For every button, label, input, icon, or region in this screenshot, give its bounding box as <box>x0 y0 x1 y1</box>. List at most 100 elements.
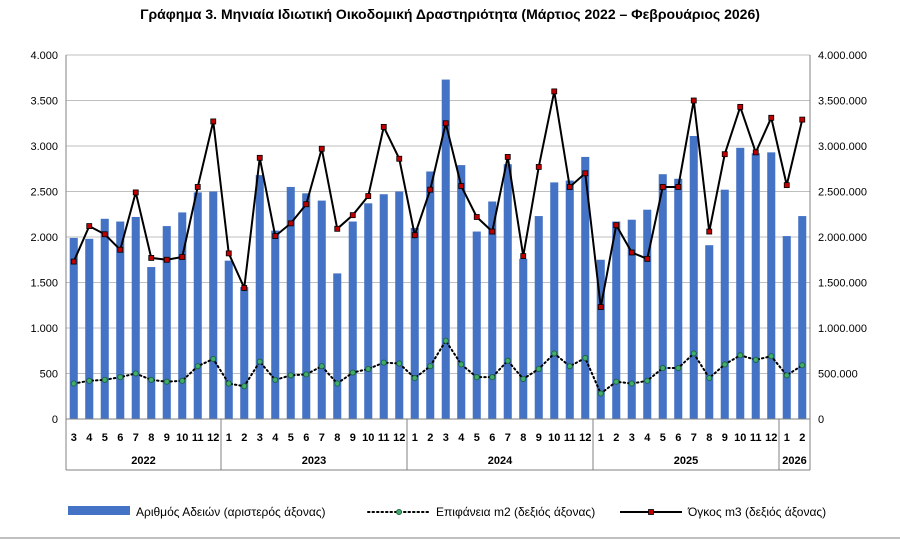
x-tick-label: 7 <box>505 432 511 444</box>
surface-point <box>613 378 620 385</box>
y-left-tick-label: 4.000 <box>30 50 58 62</box>
surface-point <box>163 378 170 385</box>
x-tick-label: 5 <box>102 432 108 444</box>
legend-label: Όγκος m3 (δεξιός άξονας) <box>687 505 826 519</box>
volume-point <box>473 214 480 220</box>
surface-point <box>70 380 77 387</box>
bar <box>395 191 404 419</box>
volume-point <box>179 254 186 260</box>
legend-marker-surface <box>395 508 402 515</box>
x-tick-label: 1 <box>412 432 418 444</box>
volume-point <box>256 154 263 161</box>
surface-point <box>365 365 372 372</box>
axes <box>65 55 811 471</box>
volume-point <box>675 184 682 190</box>
bar <box>689 135 698 420</box>
volume-point <box>396 155 403 162</box>
x-tick-label: 7 <box>319 432 325 444</box>
x-tick-label: 11 <box>192 432 204 444</box>
x-tick-label: 10 <box>176 432 188 444</box>
bar <box>782 236 791 419</box>
volume-point <box>799 116 806 123</box>
y-left-tick-label: 0 <box>52 414 58 426</box>
surface-point <box>117 374 124 381</box>
x-tick-label: 4 <box>272 432 279 444</box>
volume-point <box>721 151 728 158</box>
surface-point <box>272 376 279 383</box>
volume-point <box>520 253 527 260</box>
surface-point <box>706 375 713 382</box>
surface-point <box>411 375 418 382</box>
volume-point <box>566 184 573 190</box>
volume-point <box>737 103 744 110</box>
bar <box>69 237 78 419</box>
surface-point <box>737 352 744 359</box>
surface-point <box>752 356 759 363</box>
surface-point <box>799 362 806 369</box>
volume-point <box>272 233 279 239</box>
x-tick-label: 3 <box>629 432 635 444</box>
bar <box>364 203 373 419</box>
surface-point <box>256 358 263 365</box>
surface-point <box>628 380 635 387</box>
bar <box>333 273 342 419</box>
surface-point <box>427 363 434 370</box>
x-tick-label: 1 <box>784 432 790 444</box>
year-label: 2022 <box>131 455 155 467</box>
bar <box>736 147 745 419</box>
volume-point <box>551 88 558 95</box>
volume-point <box>365 193 372 199</box>
y-right-tick-label: 3.500.000 <box>818 96 867 108</box>
x-tick-label: 8 <box>520 432 526 444</box>
surface-point <box>86 377 93 384</box>
volume-point <box>690 97 697 104</box>
bar <box>472 231 481 419</box>
volume-point <box>489 228 496 235</box>
surface-point <box>318 363 325 370</box>
volume-point <box>582 170 589 177</box>
legend-marker-volume <box>648 509 654 515</box>
bar <box>581 156 590 420</box>
surface-point <box>768 353 775 360</box>
volume-point <box>458 183 465 189</box>
bar <box>240 287 249 419</box>
bar <box>705 245 714 419</box>
volume-point <box>194 184 201 190</box>
surface-point <box>334 380 341 387</box>
bar <box>674 178 683 419</box>
bar <box>178 212 187 419</box>
surface-point <box>597 390 604 397</box>
bar <box>658 174 667 419</box>
x-tick-label: 7 <box>691 432 697 444</box>
volume-point <box>597 304 604 310</box>
volume-point <box>535 164 542 170</box>
legend-label: Αριθμός Αδειών (αριστερός άξονας) <box>136 505 326 519</box>
bar <box>85 238 94 419</box>
volume-point <box>411 232 418 239</box>
bar <box>751 153 760 419</box>
bar <box>100 218 109 419</box>
volume-point <box>380 123 387 130</box>
surface-point <box>349 369 356 376</box>
x-tick-label: 2 <box>427 432 433 444</box>
surface-point <box>520 375 527 382</box>
bar <box>441 79 450 419</box>
surface-point <box>210 355 217 362</box>
x-tick-label: 2 <box>799 432 805 444</box>
surface-point <box>473 374 480 381</box>
x-tick-label: 8 <box>706 432 712 444</box>
bar <box>798 216 807 419</box>
surface-point <box>287 372 294 379</box>
gridlines <box>66 54 810 374</box>
x-tick-label: 1 <box>226 432 232 444</box>
y-left-tick-label: 2.500 <box>30 187 58 199</box>
bar <box>209 191 218 419</box>
bar <box>550 182 559 419</box>
bar <box>488 201 497 419</box>
x-tick-label: 9 <box>350 432 356 444</box>
surface-point <box>380 359 387 366</box>
x-tick-label: 4 <box>644 432 651 444</box>
volume-point <box>752 149 759 156</box>
volume-point <box>768 114 775 121</box>
